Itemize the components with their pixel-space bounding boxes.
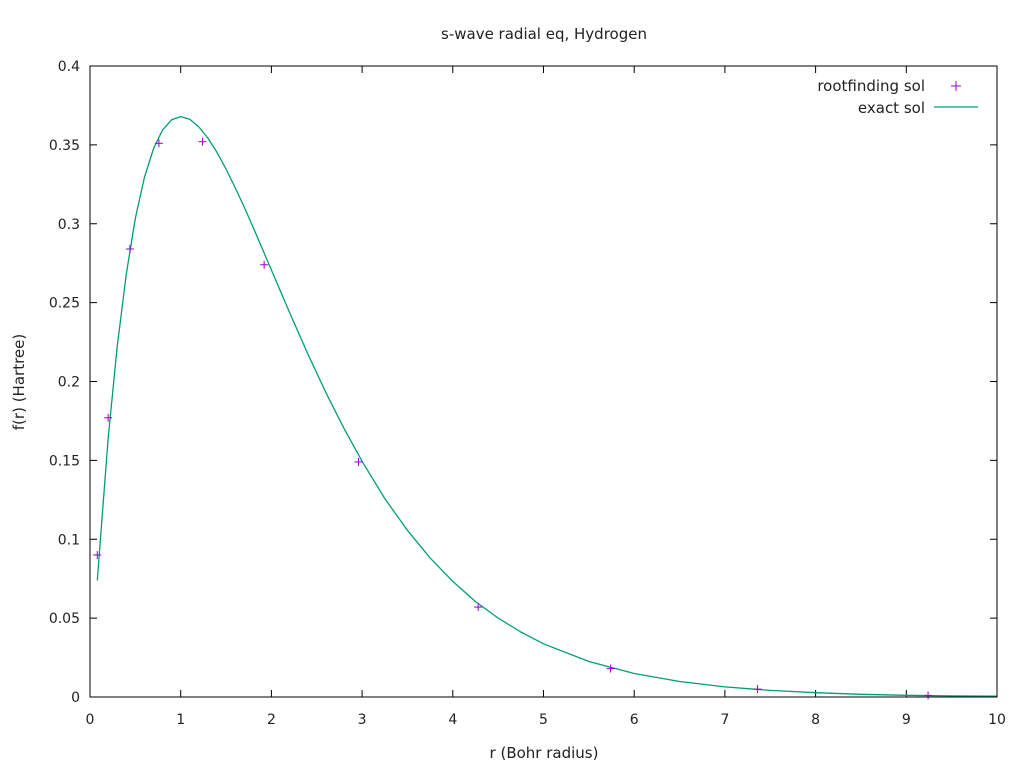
- y-tick-label: 0.35: [49, 138, 80, 154]
- legend-label-rootfinding-sol: rootfinding sol: [817, 77, 925, 95]
- x-axis-label: r (Bohr radius): [490, 744, 599, 762]
- rootfinding-sol-series: [93, 137, 933, 700]
- y-tick-label: 0.05: [49, 611, 80, 627]
- y-tick-label: 0.1: [58, 532, 80, 548]
- x-tick-label: 8: [811, 712, 820, 728]
- exact-sol-series: [96, 115, 998, 697]
- y-tick-label: 0.15: [49, 453, 80, 469]
- x-tick-label: 6: [630, 712, 639, 728]
- x-tick-label: 3: [358, 712, 367, 728]
- legend-marker-rootfinding-sol: [951, 81, 961, 91]
- plot-frame: [89, 65, 998, 698]
- rootfinding-sol-point: [606, 664, 615, 673]
- y-tick-label: 0.2: [58, 375, 80, 391]
- axis-ticks: 0 1 2 3 4 5 6 7 8 9 10 0 0.05 0.1 0.15 0.2 0.25 0.3 0.35 0.…: [49, 59, 1006, 728]
- x-tick-label: 2: [267, 712, 276, 728]
- y-tick-label: 0.25: [49, 296, 80, 312]
- rootfinding-sol-point: [93, 551, 102, 560]
- x-tick-label: 5: [539, 712, 548, 728]
- rootfinding-sol-point: [198, 137, 207, 146]
- rootfinding-sol-point: [474, 603, 483, 612]
- rootfinding-sol-point: [753, 685, 762, 694]
- x-tick-label: 0: [86, 712, 95, 728]
- exact-sol-line: [96, 115, 998, 697]
- rootfinding-sol-point: [104, 413, 113, 422]
- x-tick-label: 1: [176, 712, 185, 728]
- rootfinding-sol-point: [354, 457, 363, 466]
- chart-title: s-wave radial eq, Hydrogen: [441, 25, 647, 43]
- legend-label-exact-sol: exact sol: [858, 99, 925, 117]
- legend: rootfinding sol exact sol: [817, 77, 978, 117]
- x-tick-label: 7: [720, 712, 729, 728]
- rootfinding-sol-point: [260, 260, 269, 269]
- y-tick-label: 0.4: [58, 59, 80, 75]
- x-tick-label: 4: [448, 712, 457, 728]
- y-axis-label: f(r) (Hartree): [10, 334, 28, 430]
- x-tick-label: 10: [988, 712, 1006, 728]
- rootfinding-sol-point: [125, 244, 134, 253]
- x-tick-label: 9: [902, 712, 911, 728]
- y-tick-label: 0.3: [58, 217, 80, 233]
- rootfinding-sol-point: [154, 139, 163, 148]
- rootfinding-sol-point: [924, 691, 933, 700]
- y-tick-label: 0: [71, 690, 80, 706]
